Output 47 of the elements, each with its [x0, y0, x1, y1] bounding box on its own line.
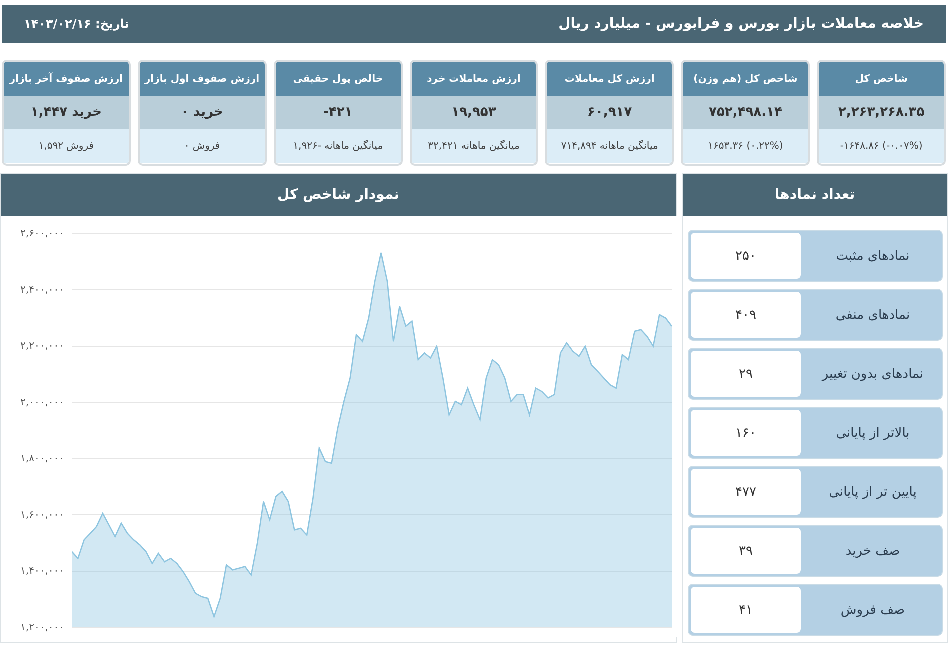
- category-label: صف خرید: [844, 542, 902, 560]
- text: تاریخ: ۱۴۰۳/۰۲/۱۶: [24, 17, 130, 31]
- category-label: خالص پول حقیقی: [276, 62, 401, 96]
- text: میانگین ماهانه -۱,۹۲۶: [276, 129, 401, 163]
- text: ۴۱: [691, 587, 801, 633]
- text: میانگین ماهانه ۷۱۴,۸۹۴: [547, 129, 672, 163]
- text: خرید ۱,۴۴۷: [4, 96, 129, 129]
- text: -۱۶۴۸.۸۶ (-۰.۰۷%): [819, 129, 944, 163]
- y-tick-label: ۲,۴۰۰,۰۰۰: [20, 284, 64, 296]
- y-tick-label: ۱,۴۰۰,۰۰۰: [20, 566, 64, 578]
- text: ۲۵۰: [691, 233, 801, 279]
- category-label: بالاتر از پایانی: [835, 424, 911, 442]
- text: ۷۵۲,۴۹۸.۱۴: [683, 96, 808, 129]
- y-tick-label: ۲,۲۰۰,۰۰۰: [20, 341, 64, 352]
- category-label: نمادهای مثبت: [835, 248, 911, 266]
- text: -۴۲۱: [276, 96, 401, 129]
- y-tick-label: ۱,۸۰۰,۰۰۰: [20, 454, 64, 465]
- category-label: نمادهای بدون تغییر: [820, 366, 925, 384]
- text: ۴۰۹: [691, 292, 801, 338]
- category-label: صف فروش: [840, 602, 906, 620]
- text: ۶۰,۹۱۷: [547, 96, 672, 129]
- text: فروش ۱,۵۹۲: [4, 129, 129, 163]
- text: فروش ۰: [140, 129, 265, 163]
- text: خلاصه معاملات بازار بورس و فرابورس - میلیارد ریال: [558, 16, 924, 32]
- chart-title: نمودار شاخص کل: [1, 174, 676, 216]
- text: ۱۶۰: [691, 410, 801, 456]
- category-label: ارزش معاملات خرد: [412, 62, 536, 96]
- category-label: شاخص کل: [819, 62, 944, 96]
- text: میانگین ماهانه ۳۲,۴۲۱: [412, 129, 536, 163]
- category-label: ارزش صفوف آخر بازار: [4, 62, 129, 96]
- y-tick-label: ۲,۰۰۰,۰۰۰: [20, 397, 64, 408]
- text: ۱۶۵۳.۳۶ (۰.۲۲%): [683, 129, 808, 163]
- y-tick-label: ۱,۶۰۰,۰۰۰: [20, 510, 64, 521]
- text: ۲,۲۶۳,۲۶۸.۳۵: [819, 96, 944, 129]
- category-label: نمادهای منفی: [834, 306, 912, 324]
- text: ۴۷۷: [691, 469, 801, 515]
- text: ۳۹: [691, 528, 801, 574]
- text: خرید ۰: [140, 96, 265, 129]
- category-label: شاخص کل (هم وزن): [683, 62, 808, 96]
- category-label: پایین تر از پایانی: [828, 484, 918, 502]
- category-label: ارزش صفوف اول بازار: [140, 62, 265, 96]
- y-tick-label: ۱,۲۰۰,۰۰۰: [20, 622, 64, 634]
- text: ۲۹: [691, 351, 801, 397]
- text: تعداد نمادها: [683, 174, 947, 216]
- category-label: ارزش کل معاملات: [547, 62, 672, 96]
- text: ۱۹,۹۵۳: [412, 96, 536, 129]
- y-tick-label: ۲,۶۰۰,۰۰۰: [20, 228, 64, 240]
